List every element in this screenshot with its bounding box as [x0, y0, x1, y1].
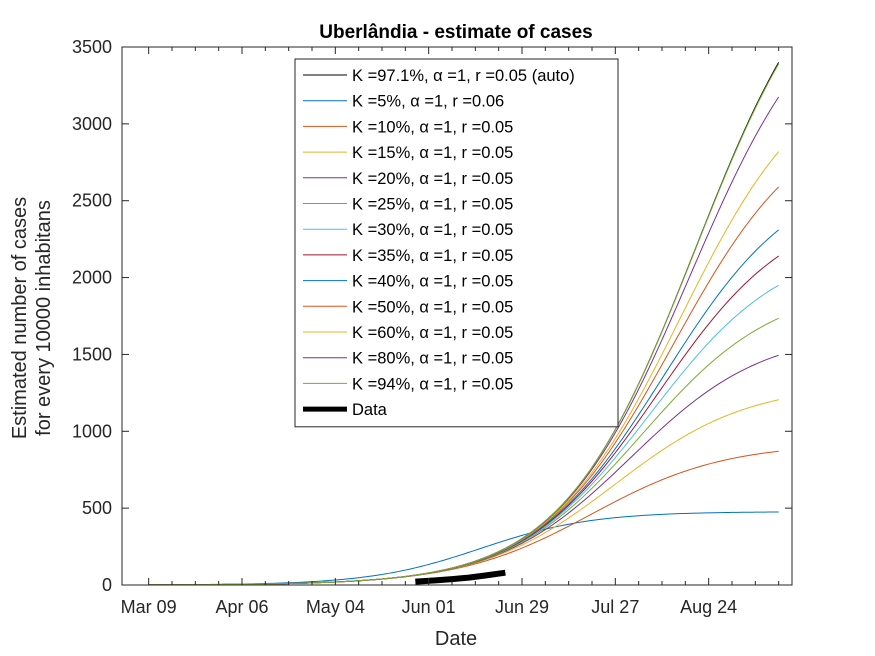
y-tick-label: 3000: [72, 114, 112, 134]
y-tick-label: 0: [102, 575, 112, 595]
y-tick-label: 3500: [72, 37, 112, 57]
legend-entry: K =15%, α =1, r =0.05: [303, 144, 513, 162]
y-tick-label: 500: [82, 498, 112, 518]
legend-label: K =30%, α =1, r =0.05: [352, 221, 513, 239]
legend-label: K =5%, α =1, r =0.06: [352, 93, 504, 111]
legend-label: Data: [352, 401, 388, 419]
series-group: [148, 62, 780, 586]
legend-label: K =80%, α =1, r =0.05: [352, 350, 513, 368]
legend-entry: K =97.1%, α =1, r =0.05 (auto): [303, 67, 575, 85]
legend-entry: K =5%, α =1, r =0.06: [303, 93, 504, 111]
legend-label: K =20%, α =1, r =0.05: [352, 170, 513, 188]
chart-title: Uberlândia - estimate of cases: [319, 22, 593, 43]
legend-entry: K =94%, α =1, r =0.05: [303, 375, 513, 393]
y-axis-label: Estimated number of cases for every 1000…: [9, 197, 55, 439]
x-tick-label: Apr 06: [215, 597, 268, 617]
x-tick-label: Aug 24: [680, 597, 737, 617]
x-tick-label: Jul 27: [591, 597, 639, 617]
legend-entry: K =35%, α =1, r =0.05: [303, 247, 513, 265]
y-axis-label-line1: Estimated number of cases: [9, 197, 31, 439]
x-tick-label: Mar 09: [121, 597, 177, 617]
legend-label: K =10%, α =1, r =0.05: [352, 118, 513, 136]
legend-entry: K =40%, α =1, r =0.05: [303, 273, 513, 291]
y-tick-label: 1500: [72, 344, 112, 364]
legend-entry: K =60%, α =1, r =0.05: [303, 324, 513, 342]
legend-entry: K =20%, α =1, r =0.05: [303, 170, 513, 188]
legend-label: K =25%, α =1, r =0.05: [352, 196, 513, 214]
data-series-line: [415, 569, 506, 585]
legend-label: K =50%, α =1, r =0.05: [352, 298, 513, 316]
legend-label: K =97.1%, α =1, r =0.05 (auto): [352, 67, 575, 85]
legend-box: [294, 58, 619, 428]
legend-entry: K =50%, α =1, r =0.05: [303, 298, 513, 316]
x-tick-label: May 04: [306, 597, 365, 617]
legend-entry: K =80%, α =1, r =0.05: [303, 350, 513, 368]
legend-label: K =35%, α =1, r =0.05: [352, 247, 513, 265]
x-axis-label: Date: [435, 628, 477, 650]
legend-label: K =15%, α =1, r =0.05: [352, 144, 513, 162]
legend-entry: K =30%, α =1, r =0.05: [303, 221, 513, 239]
x-tick-label: Jun 01: [402, 597, 456, 617]
y-tick-label: 2000: [72, 268, 112, 288]
legend-entry: Data: [303, 401, 388, 419]
legend-entry: K =10%, α =1, r =0.05: [303, 118, 513, 136]
legend-entry: K =25%, α =1, r =0.05: [303, 196, 513, 214]
legend-label: K =60%, α =1, r =0.05: [352, 324, 513, 342]
series-line-13: [148, 63, 780, 586]
axes: 0 500 1000 1500 2000 2500 3000 3500 Mar 09 Apr 06…: [72, 37, 793, 617]
x-tick-label: Jun 29: [495, 597, 549, 617]
y-axis-label-line2: for every 10000 inhabitans: [33, 200, 55, 436]
y-tick-label: 2500: [72, 191, 112, 211]
y-tick-label: 1000: [72, 421, 112, 441]
legend-label: K =94%, α =1, r =0.05: [352, 375, 513, 393]
legend-label: K =40%, α =1, r =0.05: [352, 273, 513, 291]
legend: K =97.1%, α =1, r =0.05 (auto) K =5%, α =…: [294, 58, 619, 428]
axes-box: [121, 46, 793, 586]
